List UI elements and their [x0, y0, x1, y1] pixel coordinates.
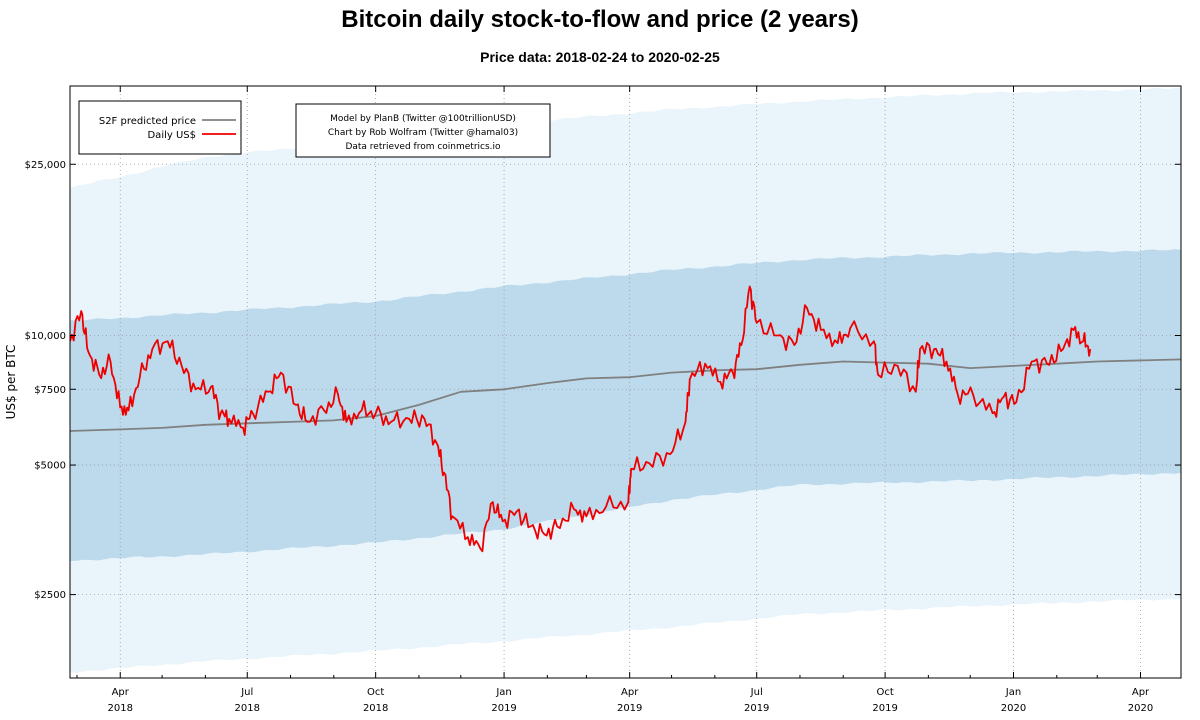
inner-band: [70, 249, 1181, 562]
x-tick-label-year: 2019: [491, 703, 516, 714]
chart-subtitle: Price data: 2018-02-24 to 2020-02-25: [480, 49, 720, 65]
credits-line-model: Model by PlanB (Twitter @100trillionUSD): [330, 114, 516, 124]
axes: $2500 $5000 $7500 $10,000 $25,000 Apr 2018 Jul 2…: [25, 86, 1181, 714]
legend-box: [78, 100, 242, 155]
series-lines: [70, 285, 1181, 553]
x-tick-label-year: 2020: [1001, 703, 1026, 714]
credits-line-chart: Chart by Rob Wolfram (Twitter @hamal03): [328, 128, 518, 138]
credits-line-data: Data retrieved from coinmetrics.io: [345, 142, 501, 152]
grid-lines: [70, 86, 1181, 678]
y-tick-label: $5000: [34, 461, 66, 472]
y-tick-label: $2500: [34, 590, 66, 601]
confidence-bands: [70, 87, 1181, 673]
x-tick-label-month: Oct: [367, 687, 384, 698]
credits-box: [295, 103, 551, 158]
chart-title: Bitcoin daily stock-to-flow and price (2…: [341, 6, 859, 33]
x-tick-label-month: Jul: [240, 687, 253, 698]
x-tick-label-year: 2019: [872, 703, 897, 714]
x-tick-label-month: Jul: [750, 687, 763, 698]
x-tick-label-month: Jan: [495, 687, 511, 698]
plot-frame: [69, 85, 1182, 679]
x-tick-label-month: Jan: [1005, 687, 1021, 698]
x-tick-label-year: 2018: [235, 703, 260, 714]
daily-price-line: [70, 285, 1092, 553]
x-tick-label-year: 2019: [744, 703, 769, 714]
x-tick-label-month: Apr: [1132, 687, 1150, 698]
y-tick-label: $25,000: [25, 160, 66, 171]
y-tick-label: $10,000: [25, 331, 66, 342]
x-tick-label-month: Apr: [621, 687, 639, 698]
x-tick-label-month: Oct: [876, 687, 893, 698]
y-tick-label: $7500: [34, 385, 66, 396]
credits-annotation: Model by PlanB (Twitter @100trillionUSD)…: [295, 103, 551, 158]
x-tick-label-year: 2019: [617, 703, 642, 714]
legend-label-daily: Daily US$: [147, 130, 196, 141]
y-axis-label: US$ per BTC: [4, 345, 18, 420]
x-tick-label-month: Apr: [112, 687, 130, 698]
s2f-predicted-line: [70, 358, 1181, 432]
x-tick-label-year: 2020: [1128, 703, 1153, 714]
x-tick-label-year: 2018: [363, 703, 388, 714]
legend-label-s2f: S2F predicted price: [99, 116, 196, 127]
legend: S2F predicted price Daily US$: [78, 100, 242, 155]
x-tick-label-year: 2018: [108, 703, 133, 714]
